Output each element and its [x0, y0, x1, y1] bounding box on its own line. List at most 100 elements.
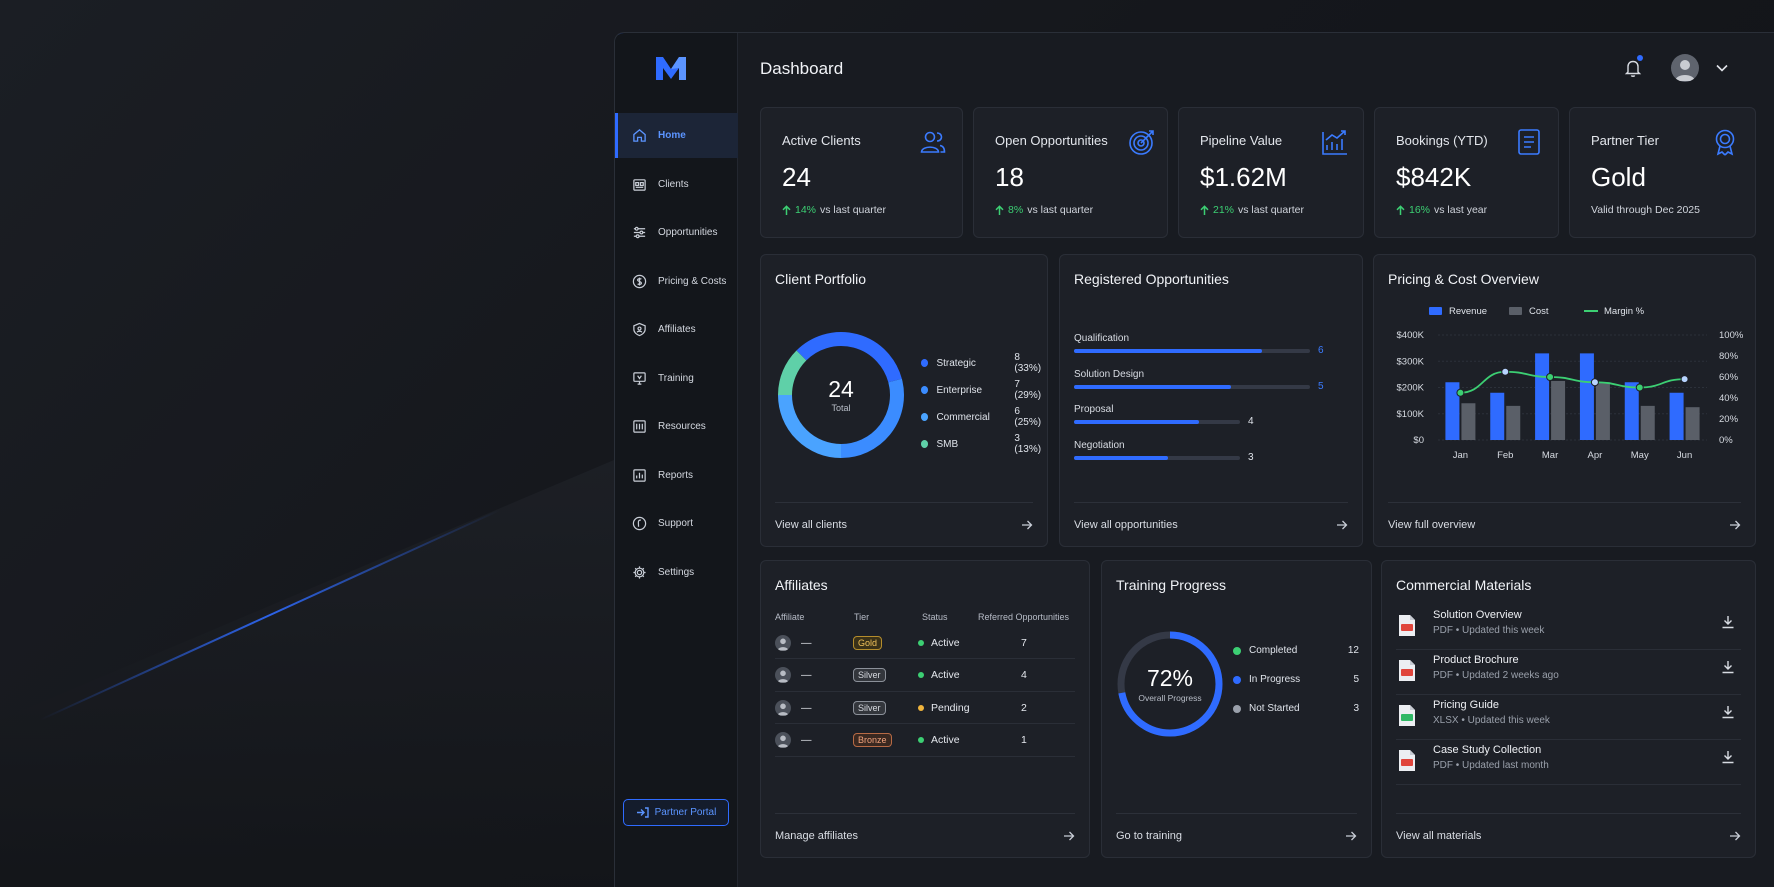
- card-title: Client Portfolio: [775, 271, 867, 287]
- legend-item: Commercial 6 (25%): [921, 406, 1047, 428]
- growth-chart-icon: [1322, 130, 1347, 155]
- sidebar-item-settings[interactable]: Settings: [615, 550, 738, 595]
- table-row[interactable]: — Silver Pending 2: [775, 692, 1075, 724]
- affiliates-card: Affiliates Affiliate Tier Status Referre…: [760, 560, 1090, 858]
- legend-item: SMB 3 (13%): [921, 433, 1047, 455]
- legend-label: Revenue: [1449, 306, 1487, 317]
- manage-affiliates-link[interactable]: Manage affiliates: [775, 813, 1075, 857]
- sidebar-item-label: Clients: [658, 178, 689, 190]
- sidebar-item-clients[interactable]: Clients: [615, 162, 738, 207]
- pricing-overview-card: Pricing & Cost Overview Revenue Cost Margi…: [1373, 254, 1756, 547]
- download-icon[interactable]: [1721, 750, 1735, 764]
- status-indicator: Pending: [918, 702, 970, 714]
- arrow-right-icon: [1346, 831, 1357, 840]
- sidebar-item-support[interactable]: Support: [615, 501, 738, 546]
- sidebar-item-label: Reports: [658, 469, 694, 481]
- award-icon: [1715, 129, 1735, 156]
- arrow-up-icon: [782, 204, 791, 215]
- sidebar-item-reports[interactable]: Reports: [615, 453, 738, 498]
- material-item[interactable]: Case Study Collection PDF • Updated last …: [1396, 740, 1741, 785]
- chevron-down-icon[interactable]: [1715, 62, 1729, 74]
- material-item[interactable]: Pricing Guide XLSX • Updated this week: [1396, 695, 1741, 740]
- margin-point: [1456, 388, 1465, 397]
- legend-item: Strategic 8 (33%): [921, 352, 1047, 374]
- bar-cost: [1595, 382, 1610, 440]
- table-row[interactable]: — Silver Active 4: [775, 660, 1075, 692]
- stage-track: [1074, 420, 1240, 424]
- stat-trend-suffix: vs last quarter: [820, 204, 886, 216]
- card-title: Affiliates: [775, 577, 828, 593]
- legend-value: 12: [1347, 645, 1359, 656]
- stage-count: 4: [1248, 416, 1254, 427]
- training-sub-label: Overall Progress: [1138, 693, 1202, 703]
- legend-label: Strategic: [936, 357, 976, 369]
- user-avatar[interactable]: [1671, 54, 1699, 82]
- stat-value: $1.62M: [1200, 162, 1287, 192]
- stat-trend-suffix: vs last quarter: [1238, 204, 1304, 216]
- go-to-training-link[interactable]: Go to training: [1116, 813, 1357, 857]
- status-indicator: Active: [918, 669, 960, 681]
- stat-title: Bookings (YTD): [1396, 133, 1488, 148]
- material-item[interactable]: Product Brochure PDF • Updated 2 weeks ag…: [1396, 650, 1741, 695]
- tier-badge: Gold: [853, 635, 883, 650]
- sidebar-item-resources[interactable]: Resources: [615, 404, 738, 449]
- column-header-status: Status: [922, 612, 948, 622]
- legend-label: Completed: [1249, 645, 1298, 656]
- stat-trend-pct: 16%: [1409, 204, 1431, 216]
- reports-icon: [632, 468, 647, 483]
- arrow-right-icon: [1022, 520, 1033, 529]
- bar-revenue: [1445, 382, 1460, 440]
- clients-icon: [632, 177, 647, 192]
- pricing-chart: Revenue Cost Margin % $0 $100K $200K $300K $400…: [1397, 306, 1744, 461]
- sidebar-item-pricing[interactable]: Pricing & Costs: [615, 259, 738, 304]
- legend-label: SMB: [936, 438, 959, 450]
- bell-icon[interactable]: [1624, 58, 1642, 78]
- brand-logo[interactable]: [655, 55, 687, 81]
- sidebar-item-training[interactable]: Training: [615, 356, 738, 401]
- stage-track: [1074, 349, 1310, 353]
- legend-swatch: [1429, 307, 1442, 315]
- y-tick-label: $300K: [1397, 356, 1425, 367]
- download-icon[interactable]: [1721, 660, 1735, 674]
- page-title: Dashboard: [760, 59, 844, 78]
- portfolio-donut-chart: [778, 332, 904, 458]
- download-icon[interactable]: [1721, 615, 1735, 629]
- sidebar-item-home[interactable]: Home: [615, 113, 738, 158]
- download-icon[interactable]: [1721, 705, 1735, 719]
- view-all-materials-link[interactable]: View all materials: [1396, 813, 1741, 857]
- home-icon: [632, 128, 647, 143]
- pdf-file-icon: [1399, 750, 1415, 771]
- legend-dot: [921, 386, 929, 394]
- legend-value: 5: [1353, 674, 1359, 685]
- sidebar: Home Clients Opportunities Pricing & Cos…: [615, 33, 738, 887]
- table-row[interactable]: — Bronze Active 1: [775, 725, 1075, 757]
- sidebar-item-opportunities[interactable]: Opportunities: [615, 210, 738, 255]
- legend-label: Enterprise: [936, 384, 983, 396]
- view-all-opportunities-link[interactable]: View all opportunities: [1074, 502, 1348, 546]
- material-item[interactable]: Solution Overview PDF • Updated this week: [1396, 605, 1741, 650]
- opportunity-stage: Solution Design 5: [1074, 369, 1324, 392]
- legend-label: Margin %: [1604, 306, 1645, 317]
- opportunities-icon: [632, 225, 647, 240]
- table-row[interactable]: — Gold Active 7: [775, 627, 1075, 659]
- stage-track: [1074, 384, 1310, 389]
- stat-trend-pct: 21%: [1213, 204, 1235, 216]
- view-all-clients-link[interactable]: View all clients: [775, 502, 1033, 546]
- bar-cost: [1506, 405, 1521, 440]
- legend-value: 3: [1353, 703, 1359, 714]
- sidebar-item-affiliates[interactable]: Affiliates: [615, 307, 738, 352]
- referred-count: 7: [1021, 636, 1027, 649]
- stat-value: 24: [782, 162, 811, 192]
- donut-center-label: Total: [831, 403, 851, 413]
- stage-count: 5: [1318, 380, 1324, 392]
- footer-label: View all clients: [775, 518, 847, 531]
- opportunity-stage: Negotiation 3: [1074, 440, 1314, 463]
- affiliate-avatar: [775, 667, 791, 683]
- bar-revenue: [1624, 382, 1639, 440]
- sidebar-nav: Home Clients Opportunities Pricing & Cos…: [615, 113, 738, 598]
- training-percent: 72%: [1146, 665, 1194, 691]
- stage-bar: [1074, 420, 1200, 424]
- arrow-up-icon: [995, 204, 1004, 215]
- partner-portal-button[interactable]: Partner Portal: [623, 799, 729, 826]
- view-full-overview-link[interactable]: View full overview: [1388, 502, 1741, 546]
